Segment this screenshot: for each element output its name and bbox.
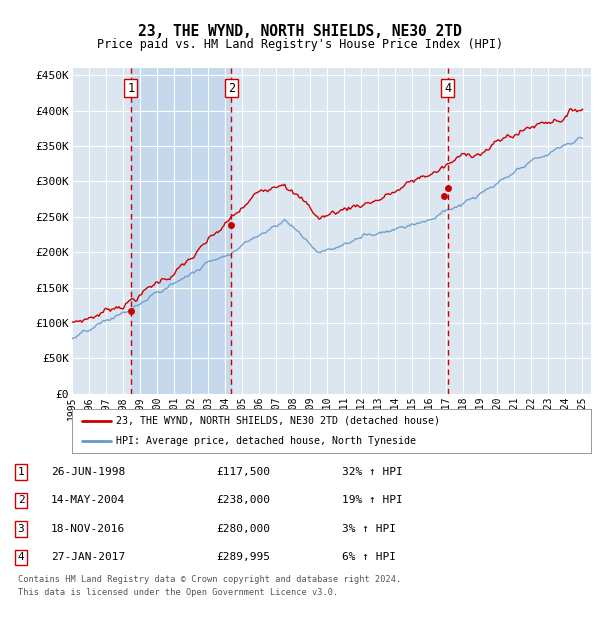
- Text: 3: 3: [17, 524, 25, 534]
- Text: This data is licensed under the Open Government Licence v3.0.: This data is licensed under the Open Gov…: [18, 588, 338, 598]
- Text: £238,000: £238,000: [216, 495, 270, 505]
- Text: Price paid vs. HM Land Registry's House Price Index (HPI): Price paid vs. HM Land Registry's House …: [97, 38, 503, 51]
- Text: £280,000: £280,000: [216, 524, 270, 534]
- Text: 26-JUN-1998: 26-JUN-1998: [51, 467, 125, 477]
- Text: Contains HM Land Registry data © Crown copyright and database right 2024.: Contains HM Land Registry data © Crown c…: [18, 575, 401, 584]
- Text: 23, THE WYND, NORTH SHIELDS, NE30 2TD (detached house): 23, THE WYND, NORTH SHIELDS, NE30 2TD (d…: [116, 416, 440, 426]
- Text: 3% ↑ HPI: 3% ↑ HPI: [342, 524, 396, 534]
- Text: £289,995: £289,995: [216, 552, 270, 562]
- Text: 4: 4: [17, 552, 25, 562]
- Text: 23, THE WYND, NORTH SHIELDS, NE30 2TD: 23, THE WYND, NORTH SHIELDS, NE30 2TD: [138, 24, 462, 38]
- Text: 32% ↑ HPI: 32% ↑ HPI: [342, 467, 403, 477]
- Text: HPI: Average price, detached house, North Tyneside: HPI: Average price, detached house, Nort…: [116, 436, 416, 446]
- Text: 1: 1: [127, 81, 134, 94]
- Text: 14-MAY-2004: 14-MAY-2004: [51, 495, 125, 505]
- Text: 6% ↑ HPI: 6% ↑ HPI: [342, 552, 396, 562]
- Text: 18-NOV-2016: 18-NOV-2016: [51, 524, 125, 534]
- Text: 27-JAN-2017: 27-JAN-2017: [51, 552, 125, 562]
- Text: 19% ↑ HPI: 19% ↑ HPI: [342, 495, 403, 505]
- Text: 1: 1: [17, 467, 25, 477]
- Text: £117,500: £117,500: [216, 467, 270, 477]
- Text: 4: 4: [444, 81, 451, 94]
- Bar: [131, 68, 232, 394]
- Text: 2: 2: [228, 81, 235, 94]
- Text: 2: 2: [17, 495, 25, 505]
